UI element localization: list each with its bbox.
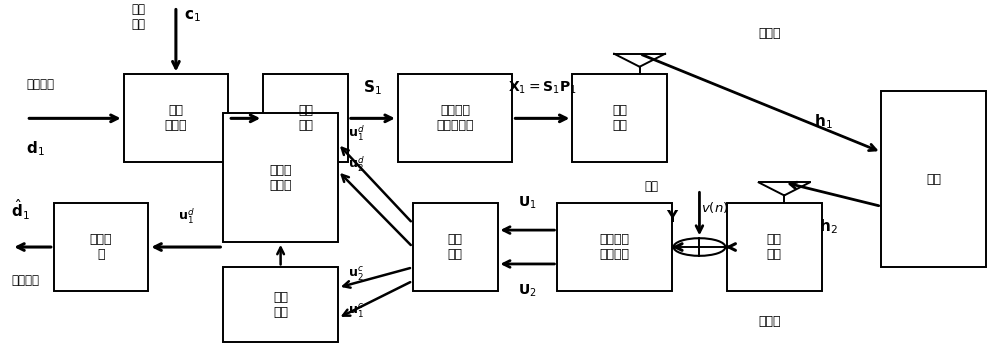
Text: 接收
天线: 接收 天线 [767, 233, 782, 261]
FancyBboxPatch shape [263, 74, 348, 162]
FancyBboxPatch shape [398, 74, 512, 162]
Text: $\hat{\mathbf{d}}_1$: $\hat{\mathbf{d}}_1$ [11, 197, 30, 222]
FancyBboxPatch shape [413, 203, 498, 291]
Text: $\mathbf{u}_1^d$: $\mathbf{u}_1^d$ [178, 207, 194, 226]
Text: $\mathbf{h}_2$: $\mathbf{h}_2$ [819, 217, 838, 236]
FancyBboxPatch shape [557, 203, 672, 291]
FancyBboxPatch shape [124, 74, 228, 162]
Text: $v(n)$: $v(n)$ [701, 199, 729, 215]
Text: 组合
数据帧: 组合 数据帧 [165, 104, 187, 132]
Text: 信道精
确估计: 信道精 确估计 [269, 163, 292, 191]
Text: 信息序列: 信息序列 [26, 78, 54, 91]
FancyBboxPatch shape [223, 267, 338, 342]
Text: 噪声: 噪声 [645, 180, 659, 193]
FancyBboxPatch shape [572, 74, 667, 162]
Text: 并串
转换: 并串 转换 [448, 233, 463, 261]
Text: $\mathbf{X}_1=\mathbf{S}_1\mathbf{P}_1$: $\mathbf{X}_1=\mathbf{S}_1\mathbf{P}_1$ [508, 80, 577, 96]
Text: $\mathbf{U}_1$: $\mathbf{U}_1$ [518, 195, 537, 211]
Text: $\mathbf{u}_2^d$: $\mathbf{u}_2^d$ [348, 154, 365, 174]
Text: 发送端: 发送端 [758, 27, 780, 40]
Text: 接收端: 接收端 [758, 315, 780, 328]
FancyBboxPatch shape [881, 91, 986, 267]
Text: 右乘信息
解码矩阵: 右乘信息 解码矩阵 [600, 233, 630, 261]
Text: 传输
天线: 传输 天线 [612, 104, 627, 132]
Text: $\mathbf{Y}$: $\mathbf{Y}$ [666, 209, 679, 225]
Text: 中继: 中继 [926, 173, 941, 186]
Text: 右乘信息
预编码矩阵: 右乘信息 预编码矩阵 [436, 104, 474, 132]
Text: $\mathbf{c}_1$: $\mathbf{c}_1$ [184, 8, 201, 24]
Text: $\mathbf{d}_1$: $\mathbf{d}_1$ [26, 140, 45, 158]
FancyBboxPatch shape [223, 113, 338, 242]
FancyBboxPatch shape [54, 203, 148, 291]
Text: 符号检
测: 符号检 测 [90, 233, 112, 261]
Text: $\mathbf{u}_1^c$: $\mathbf{u}_1^c$ [348, 303, 364, 320]
FancyBboxPatch shape [727, 203, 822, 291]
Text: $\mathbf{S}_1$: $\mathbf{S}_1$ [363, 78, 382, 97]
Text: $\mathbf{u}_2^c$: $\mathbf{u}_2^c$ [348, 265, 364, 283]
Text: $\mathbf{U}_2$: $\mathbf{U}_2$ [518, 283, 537, 299]
Text: 信息序列: 信息序列 [11, 274, 39, 287]
Text: $\mathbf{u}_1^d$: $\mathbf{u}_1^d$ [348, 124, 365, 143]
Text: 训练
序列: 训练 序列 [131, 3, 145, 31]
Text: $\mathbf{h}_1$: $\mathbf{h}_1$ [814, 112, 833, 131]
Text: 串并
转换: 串并 转换 [298, 104, 313, 132]
Text: 信道
估计: 信道 估计 [273, 290, 288, 318]
